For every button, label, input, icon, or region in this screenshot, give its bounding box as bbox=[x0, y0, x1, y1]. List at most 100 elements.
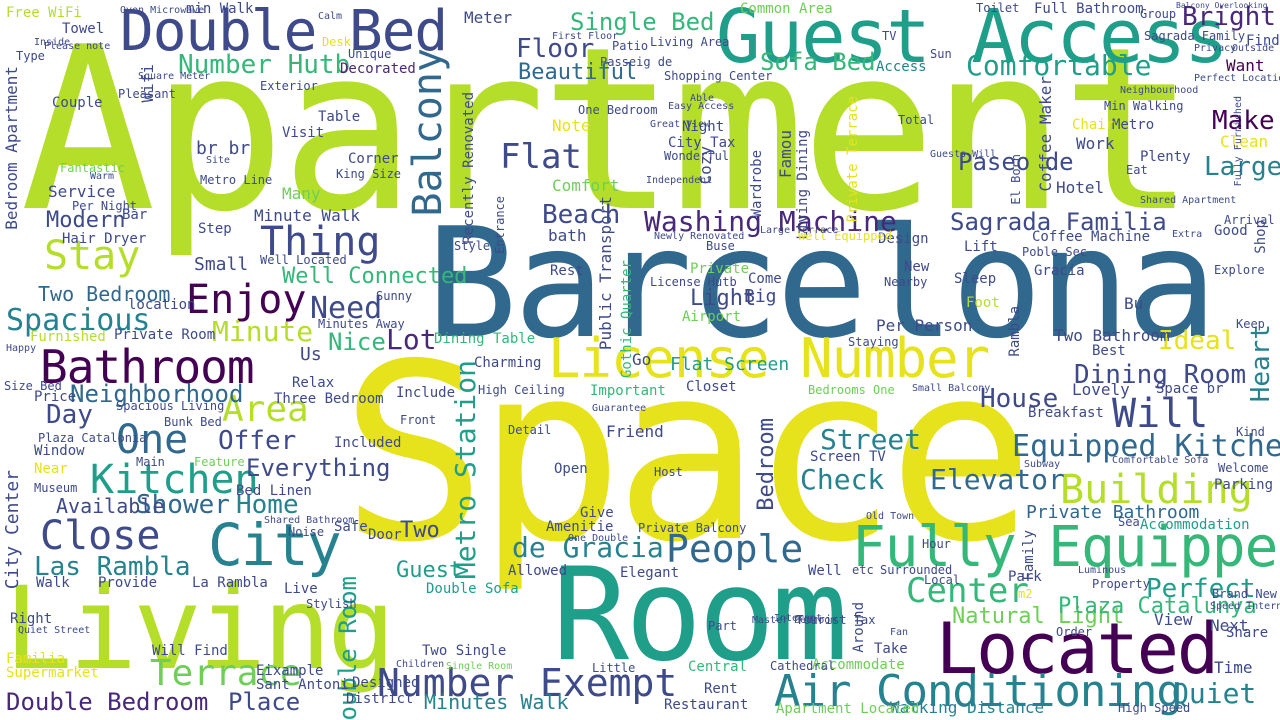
word: Natural Light bbox=[952, 604, 1125, 629]
word: Square Meter bbox=[138, 71, 211, 82]
word: Fully Equipped bbox=[852, 515, 1280, 580]
word: Bright bbox=[1182, 2, 1276, 32]
word: Screen TV bbox=[810, 449, 886, 465]
word: Quiet Street bbox=[18, 625, 91, 636]
word: Famou bbox=[776, 130, 795, 179]
word: Quiet bbox=[1172, 677, 1257, 710]
word: Share bbox=[1226, 625, 1269, 641]
word: Subway bbox=[1024, 459, 1061, 470]
word: Enjoy bbox=[186, 277, 307, 323]
word: Amenitie bbox=[546, 519, 614, 535]
word: Familia bbox=[6, 651, 66, 667]
word: Designed bbox=[352, 675, 420, 691]
word: Two Bathroom bbox=[1054, 326, 1170, 345]
word: Private Room bbox=[114, 327, 216, 343]
word: Around bbox=[851, 602, 867, 653]
word: Independent bbox=[646, 175, 713, 186]
word: Barcelona bbox=[426, 195, 1218, 372]
word: Design bbox=[878, 231, 929, 247]
word: Min Walking bbox=[1104, 99, 1184, 113]
word: House bbox=[980, 384, 1059, 414]
word: Warm bbox=[90, 171, 115, 182]
word: Small Balcony bbox=[912, 383, 991, 394]
word: Open bbox=[554, 461, 588, 477]
word: Happy bbox=[6, 343, 37, 354]
word: Two Bedroom bbox=[38, 282, 171, 306]
word: Guests Will bbox=[930, 149, 997, 160]
word: Kitchen bbox=[90, 457, 259, 503]
word: Sofa Bed bbox=[760, 48, 876, 76]
word: Recently Renovated bbox=[461, 92, 477, 244]
word: One Double bbox=[568, 533, 629, 544]
word: Explore bbox=[1214, 263, 1265, 277]
word: Neighbourhood bbox=[1120, 85, 1199, 96]
word: Minutes Walk bbox=[424, 690, 569, 714]
word: Living Area bbox=[650, 35, 730, 49]
word: Clean bbox=[1220, 132, 1269, 151]
word: Rest bbox=[550, 263, 584, 279]
word: Common Area bbox=[740, 1, 833, 17]
word: Access bbox=[876, 59, 927, 75]
word: License Number bbox=[548, 327, 990, 390]
word: High Speed bbox=[1118, 701, 1191, 715]
word: First Floor bbox=[552, 31, 619, 42]
word: Oven Microwave bbox=[120, 5, 205, 16]
word: Double Bedroom bbox=[6, 688, 209, 716]
word: Metro Station bbox=[449, 360, 482, 580]
word: Total bbox=[898, 113, 935, 127]
word: Bedrooms One bbox=[808, 383, 895, 397]
word: Patio bbox=[612, 39, 649, 53]
word: Full Bathroom bbox=[1034, 1, 1144, 17]
word: Living Dining bbox=[795, 130, 811, 240]
word: Offer bbox=[218, 426, 297, 456]
word: Ideal bbox=[1158, 326, 1237, 356]
word: Please note bbox=[44, 41, 111, 52]
word: King Size bbox=[336, 167, 402, 181]
word: etc bbox=[852, 563, 874, 577]
word: Type bbox=[16, 49, 45, 63]
word: Able bbox=[690, 93, 715, 104]
word: Allowed bbox=[508, 563, 568, 579]
word: Well Connected bbox=[282, 264, 468, 289]
word: Window bbox=[34, 443, 85, 459]
word: Stay bbox=[44, 233, 141, 279]
word: Guest Access bbox=[716, 0, 1229, 80]
word: Size Bed bbox=[4, 379, 62, 393]
word: Sant Antoni bbox=[256, 677, 349, 693]
word: Accommodation bbox=[1140, 517, 1250, 533]
word: Minute bbox=[212, 315, 314, 348]
word: Relax bbox=[292, 375, 335, 391]
word: Newly Renovated bbox=[654, 231, 745, 242]
word: bath bbox=[548, 226, 587, 245]
word: Bu bbox=[1124, 294, 1144, 313]
word: Right bbox=[10, 611, 53, 627]
word: Staying bbox=[848, 335, 899, 349]
word: High Ceiling bbox=[478, 383, 565, 397]
word: Spacious bbox=[6, 303, 151, 338]
word: Calm bbox=[318, 11, 343, 22]
word: City bbox=[208, 511, 342, 579]
word: Bedroom Apartment bbox=[2, 66, 21, 230]
word: Plaza Catalunya bbox=[1058, 594, 1257, 619]
word: Shower bbox=[136, 490, 230, 520]
word: Private Balcony bbox=[638, 521, 747, 535]
word: Price bbox=[34, 389, 77, 405]
word: Table bbox=[318, 109, 361, 125]
word: Dining Table bbox=[434, 331, 536, 347]
word: Provide bbox=[98, 575, 158, 591]
word: Free WiFi bbox=[6, 5, 82, 21]
word: Meter bbox=[464, 8, 513, 27]
word: El Born bbox=[1009, 154, 1023, 205]
word: Beautiful bbox=[518, 60, 638, 85]
word: Bed Linen bbox=[236, 483, 312, 499]
word: Minutes Away bbox=[318, 317, 405, 331]
word: Floor bbox=[516, 34, 595, 64]
word: Well bbox=[808, 563, 842, 579]
word: Exterior bbox=[260, 79, 318, 93]
word: Visit bbox=[282, 125, 325, 141]
word: New bbox=[904, 259, 930, 275]
word: Perfect bbox=[1146, 574, 1256, 604]
word: Buse bbox=[706, 239, 735, 253]
word: Time bbox=[1214, 658, 1253, 677]
word: Area bbox=[222, 389, 309, 430]
